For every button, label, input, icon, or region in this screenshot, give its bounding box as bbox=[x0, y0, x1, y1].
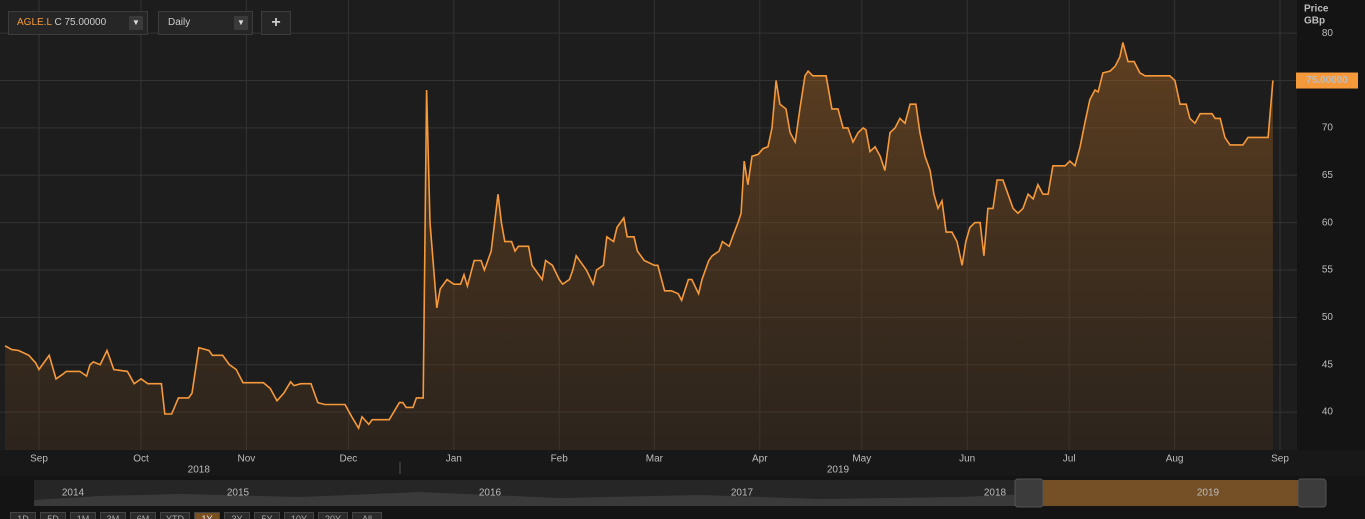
range-button[interactable]: 5D bbox=[40, 512, 66, 519]
y-axis-label: Price bbox=[1304, 4, 1329, 15]
navigator-year: 2017 bbox=[731, 488, 754, 499]
y-tick-label: 50 bbox=[1322, 312, 1334, 323]
symbol: AGLE.L bbox=[17, 17, 52, 28]
x-tick-label: Nov bbox=[238, 454, 256, 465]
range-button[interactable]: All bbox=[352, 512, 382, 519]
price-area bbox=[5, 42, 1273, 450]
price-line bbox=[4, 42, 1274, 431]
dropdown-arrow[interactable]: ▼ bbox=[129, 16, 143, 30]
navigator-handle[interactable] bbox=[1297, 478, 1327, 508]
x-tick-label: Jul bbox=[1063, 454, 1076, 465]
navigator-selection[interactable] bbox=[1043, 480, 1298, 506]
range-button[interactable]: 5Y bbox=[254, 512, 280, 519]
dropdown-arrow[interactable]: ▼ bbox=[234, 16, 248, 30]
x-tick-label: Apr bbox=[752, 454, 768, 465]
x-tick-label: Sep bbox=[30, 454, 48, 465]
y-tick-label: 65 bbox=[1322, 170, 1334, 181]
navigator-year: 2016 bbox=[479, 488, 502, 499]
quote: C 75.00000 bbox=[54, 17, 107, 28]
range-button[interactable]: 1Y bbox=[194, 512, 220, 519]
range-button[interactable]: 3Y bbox=[224, 512, 250, 519]
y-tick-label: 60 bbox=[1322, 217, 1334, 228]
navigator-year: 2018 bbox=[984, 488, 1007, 499]
range-button[interactable]: 10Y bbox=[284, 512, 314, 519]
x-tick-label: Jan bbox=[446, 454, 462, 465]
y-tick-label: 80 bbox=[1322, 28, 1334, 39]
navigator-year: 2014 bbox=[62, 488, 85, 499]
navigator-year: 2015 bbox=[227, 488, 250, 499]
interval: Daily bbox=[168, 17, 191, 28]
x-axis-area bbox=[0, 450, 1365, 476]
range-button[interactable]: 6M bbox=[130, 512, 156, 519]
range-button[interactable]: 20Y bbox=[318, 512, 348, 519]
interval-box[interactable]: Daily ▼ bbox=[158, 11, 253, 35]
x-tick-label: Mar bbox=[646, 454, 664, 465]
x-tick-label: Feb bbox=[551, 454, 569, 465]
navigator-handle[interactable] bbox=[1014, 478, 1044, 508]
y-axis-label: GBp bbox=[1304, 16, 1325, 27]
x-tick-label: Aug bbox=[1166, 454, 1184, 465]
y-tick-label: 55 bbox=[1322, 265, 1334, 276]
x-tick-label: Oct bbox=[133, 454, 149, 465]
range-button[interactable]: 1M bbox=[70, 512, 96, 519]
range-button[interactable]: YTD bbox=[160, 512, 190, 519]
range-button[interactable]: 1D bbox=[10, 512, 36, 519]
year-label: 2018 bbox=[188, 465, 211, 476]
x-tick-label: Sep bbox=[1271, 454, 1289, 465]
x-tick-label: Jun bbox=[959, 454, 975, 465]
x-tick-label: Dec bbox=[340, 454, 358, 465]
y-tick-label: 45 bbox=[1322, 359, 1334, 370]
last-value-label: 75.00000 bbox=[1306, 75, 1348, 86]
year-label: 2019 bbox=[827, 465, 850, 476]
add-button[interactable]: + bbox=[261, 11, 291, 35]
x-tick-label: May bbox=[852, 454, 871, 465]
y-tick-label: 40 bbox=[1322, 407, 1334, 418]
last-value-box bbox=[1296, 72, 1358, 89]
navigator-year: 2019 bbox=[1197, 488, 1220, 499]
y-tick-label: 70 bbox=[1322, 123, 1334, 134]
range-button[interactable]: 3M bbox=[100, 512, 126, 519]
symbol-box[interactable]: AGLE.L C 75.00000 ▼ bbox=[8, 11, 148, 35]
navigator-area bbox=[34, 492, 1040, 506]
